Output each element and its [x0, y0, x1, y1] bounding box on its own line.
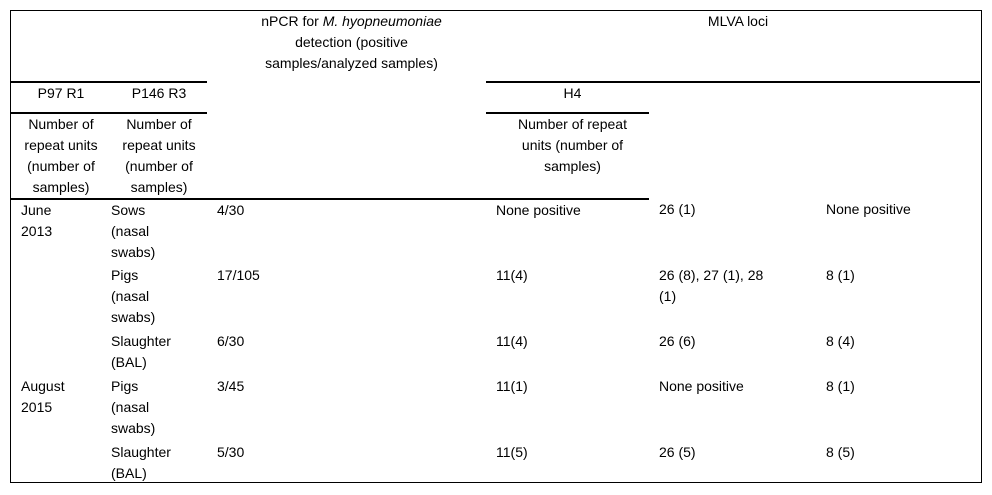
col-header-p97r1: P97 R1: [11, 82, 101, 114]
repeat-units-header-p97r1: Number of repeat units (number of sample…: [11, 113, 101, 200]
col-header-h4: H4: [486, 82, 649, 114]
npcr-header-line3: samples/analyzed samples): [265, 55, 438, 71]
p146r3-value: 26 (5): [659, 444, 696, 460]
table-row: Pigs (nasal swabs) 17/105 11(4) 26 (8), …: [11, 265, 980, 331]
table-row: August 2015 Pigs (nasal swabs) 3/45 11(1…: [11, 376, 980, 442]
table-row: Slaughter (BAL) 6/30 11(4) 26 (6) 8 (4): [11, 331, 980, 376]
repeat-units-label: Number of repeat units (number of sample…: [24, 116, 98, 195]
repeat-units-label: Number of repeat units (number of sample…: [518, 116, 627, 174]
npcr-cell: 3/45: [217, 378, 245, 394]
p97r1-cell: 11(1): [496, 378, 528, 394]
sample-cell: Sows (nasal swabs): [101, 199, 207, 265]
p146r3-cell: 26 (5): [649, 442, 816, 482]
col-header-p146r3: P146 R3: [101, 82, 207, 114]
row-group-august-2015: August 2015: [11, 376, 101, 482]
p146r3-value: 26 (8), 27 (1), 28 (1): [659, 267, 764, 304]
h4-cell: 8 (4): [826, 333, 855, 349]
table-row: Slaughter (BAL) 5/30 11(5) 26 (5) 8 (5): [11, 442, 980, 482]
period-label: August 2015: [21, 378, 65, 415]
sample-label: Slaughter (BAL): [111, 333, 171, 370]
table-row: June 2013 Sows (nasal swabs) 4/30 None p…: [11, 199, 980, 265]
npcr-header-line2: detection (positive: [295, 34, 408, 50]
sample-cell: Pigs (nasal swabs): [101, 376, 207, 442]
npcr-cell: 6/30: [217, 333, 245, 349]
sample-label: Slaughter (BAL): [111, 444, 171, 481]
repeat-units-header-h4: Number of repeat units (number of sample…: [486, 113, 649, 200]
repeat-units-label: Number of repeat units (number of sample…: [122, 116, 196, 195]
sample-cell: Slaughter (BAL): [101, 442, 207, 482]
p146r3-cell: 26 (1): [649, 199, 816, 265]
p97r1-cell: None positive: [496, 202, 581, 218]
npcr-cell: 4/30: [217, 202, 245, 218]
sample-label: Sows (nasal swabs): [111, 202, 156, 260]
h4-cell: 8 (1): [826, 267, 855, 283]
period-label: June 2013: [21, 202, 53, 239]
col-header-mlva: MLVA loci: [486, 11, 980, 83]
npcr-header-line1: nPCR for M. hyopneumoniae: [217, 11, 486, 32]
h4-cell: None positive: [826, 201, 911, 217]
p97r1-cell: 11(4): [496, 267, 528, 283]
p97r1-cell: 11(5): [496, 444, 528, 460]
p146r3-value: 26 (6): [659, 333, 696, 349]
mlva-header-label: MLVA loci: [707, 13, 769, 29]
h4-cell: 8 (1): [826, 378, 855, 394]
npcr-header-prefix: nPCR for: [261, 13, 323, 29]
p146r3-cell: 26 (6): [649, 331, 816, 376]
p146r3-value: None positive: [659, 378, 744, 394]
sample-label: Pigs (nasal swabs): [111, 378, 156, 436]
row-group-june-2013: June 2013: [11, 199, 101, 376]
col-header-npcr: nPCR for M. hyopneumoniae detection (pos…: [207, 11, 486, 200]
h4-cell: 8 (5): [826, 444, 855, 460]
header-row-loci: P97 R1 P146 R3 H4: [11, 82, 980, 114]
table-frame: nPCR for M. hyopneumoniae detection (pos…: [10, 10, 982, 483]
sample-label: Pigs (nasal swabs): [111, 267, 156, 325]
sample-cell: Slaughter (BAL): [101, 331, 207, 376]
repeat-units-header-p146r3: Number of repeat units (number of sample…: [101, 113, 207, 200]
species-name: M. hyopneumoniae: [322, 13, 442, 29]
header-row-repeat-units: Number of repeat units (number of sample…: [11, 113, 980, 200]
header-row-top: nPCR for M. hyopneumoniae detection (pos…: [11, 11, 980, 200]
corner-cell: [11, 11, 207, 83]
results-table: nPCR for M. hyopneumoniae detection (pos…: [11, 11, 980, 482]
p146r3-cell: None positive: [649, 376, 816, 442]
p146r3-value: 26 (1): [659, 201, 696, 217]
sample-cell: Pigs (nasal swabs): [101, 265, 207, 331]
npcr-cell: 17/105: [217, 267, 260, 283]
p146r3-cell: 26 (8), 27 (1), 28 (1): [649, 265, 816, 331]
npcr-cell: 5/30: [217, 444, 245, 460]
p97r1-cell: 11(4): [496, 333, 528, 349]
